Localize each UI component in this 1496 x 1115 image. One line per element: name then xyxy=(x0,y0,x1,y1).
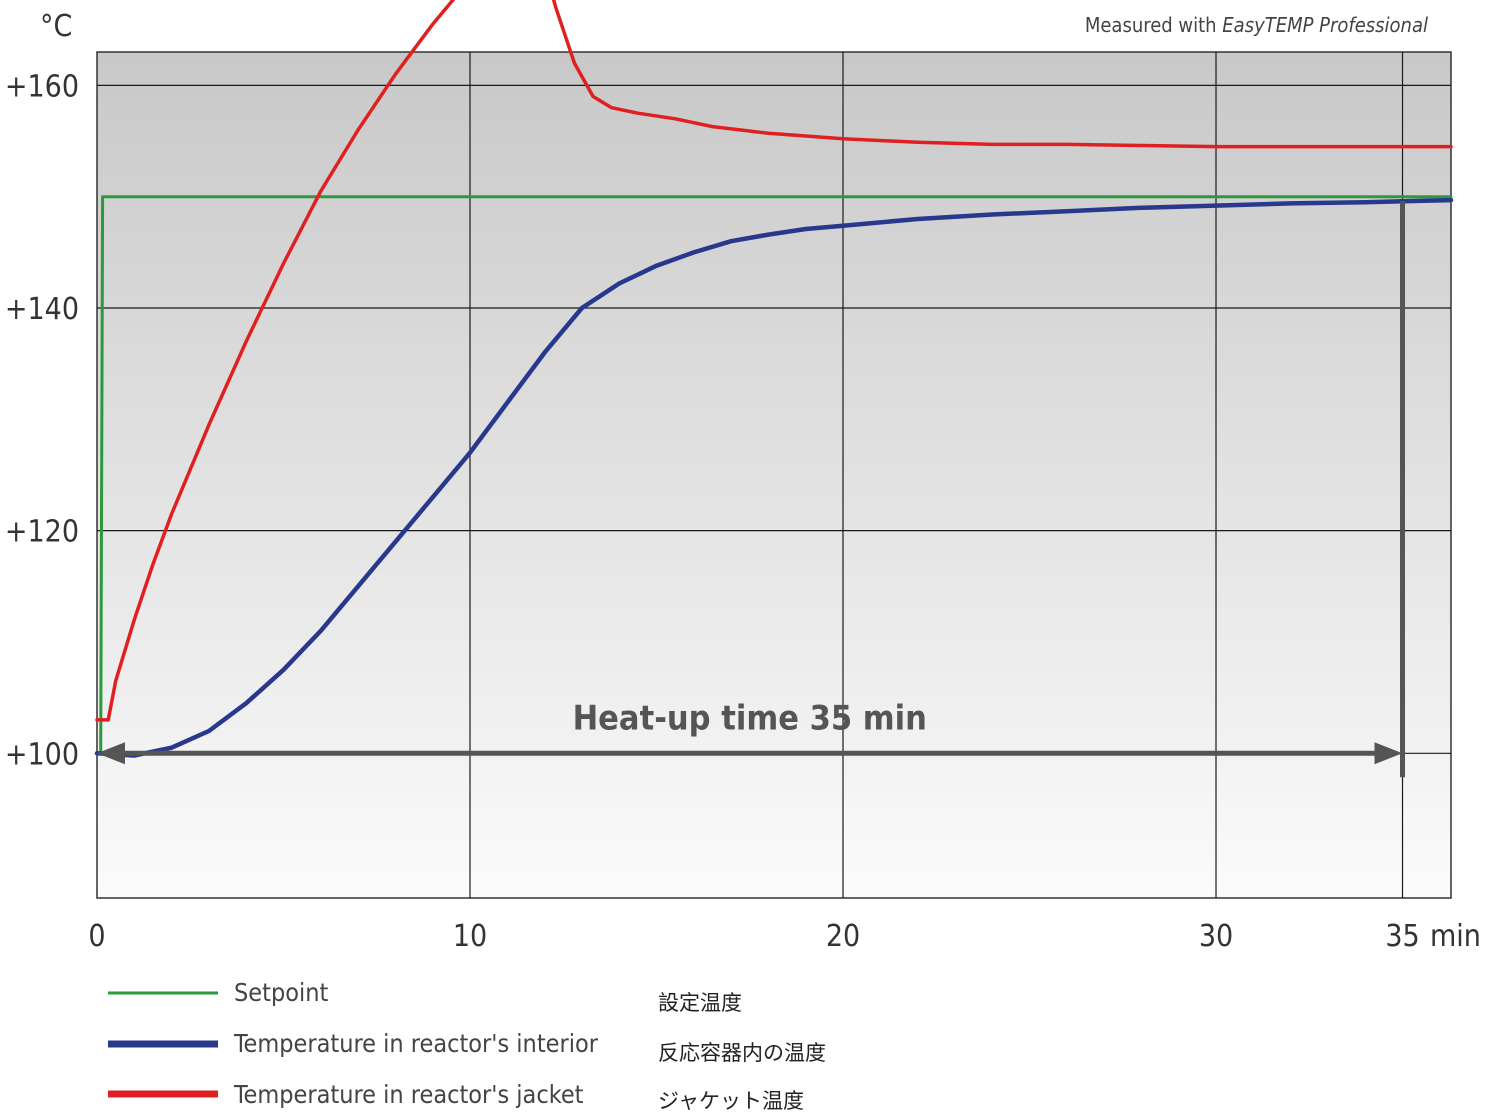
axes: +100 +120 +140 +160 0 10 20 30 35 xyxy=(5,69,1420,954)
legend-label-jacket: Temperature in reactor's jacket xyxy=(233,1080,584,1109)
heat-up-arrow-head-left xyxy=(97,742,125,765)
y-unit-label: °C xyxy=(40,9,72,44)
heat-up-arrow-head-right xyxy=(1374,742,1403,765)
plot-area xyxy=(96,51,1452,899)
annotation: Heat-up time 35 min xyxy=(97,201,1406,778)
series-line-interior xyxy=(94,197,1454,758)
x-tick-label: 0 xyxy=(88,919,105,954)
y-tick-label: +140 xyxy=(5,292,79,327)
y-tick-label: +100 xyxy=(5,737,79,772)
y-tick-label: +160 xyxy=(5,69,79,104)
legend-label-interior: Temperature in reactor's interior xyxy=(233,1029,599,1058)
legend-label-setpoint: Setpoint xyxy=(234,978,328,1007)
x-tick-label: 30 xyxy=(1199,919,1233,954)
x-tick-label: 20 xyxy=(826,919,860,954)
y-tick-label: +120 xyxy=(5,515,79,550)
legend-jp-setpoint: 設定温度 xyxy=(658,991,742,1015)
measurement-note-prefix: Measured with xyxy=(1085,13,1222,37)
measurement-note: Measured with EasyTEMP Professional xyxy=(1085,13,1428,37)
x-tick-label: 35 xyxy=(1385,919,1419,954)
series-line-jacket xyxy=(95,0,1453,722)
legend: Setpoint 設定温度 Temperature in reactor's i… xyxy=(108,978,826,1113)
legend-jp-interior: 反応容器内の温度 xyxy=(658,1041,826,1065)
heat-up-label: Heat-up time 35 min xyxy=(573,698,927,738)
x-tick-label: 10 xyxy=(453,919,487,954)
legend-jp-jacket: ジャケット温度 xyxy=(658,1089,804,1113)
x-unit-label: min xyxy=(1430,919,1481,954)
measurement-note-product: EasyTEMP Professional xyxy=(1222,13,1428,37)
